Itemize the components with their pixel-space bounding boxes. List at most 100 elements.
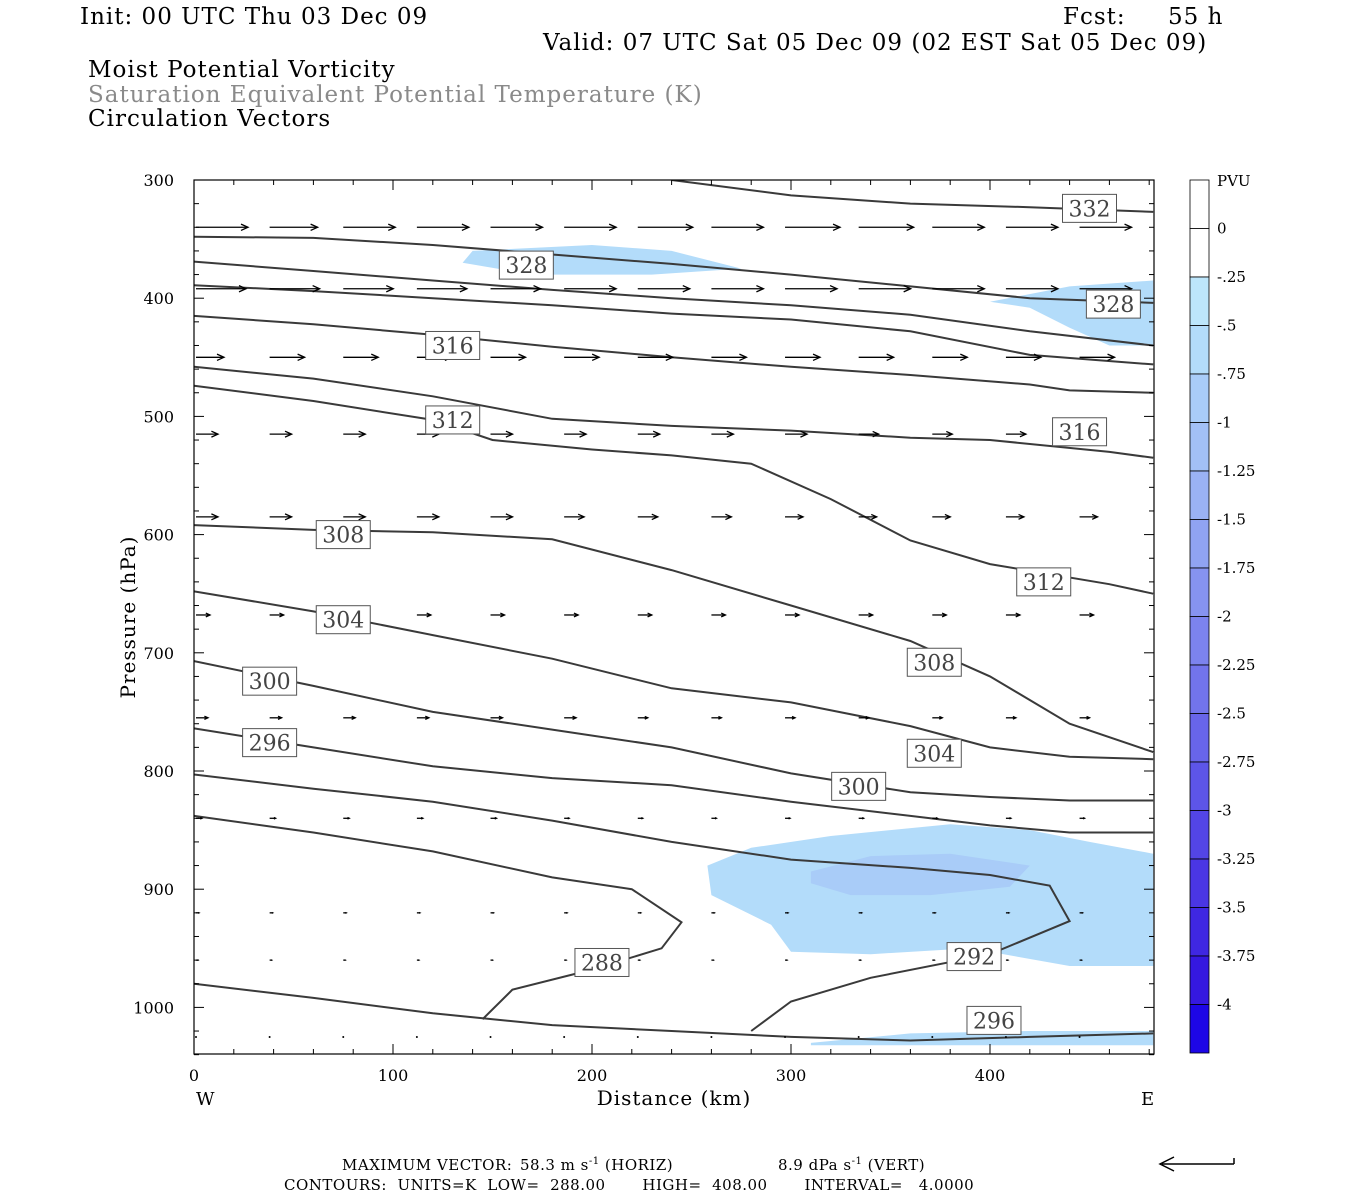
contour-label: 300 [249,670,291,695]
vector-arrowhead [939,715,944,720]
vector-dot [415,1035,418,1038]
contour-label-box [315,605,371,635]
vector-dot [489,1035,492,1038]
y-tick-label: 600 [143,526,174,545]
vector-arrowhead [577,513,586,521]
colorbar-label: -1.5 [1217,511,1246,529]
vector-arrowhead [829,285,839,293]
contour-line [194,590,1154,761]
vector-dot [342,1035,345,1038]
max-vector-horiz: 58.3 m s-1 (HORIZ) [520,1156,674,1174]
vector-arrowhead [726,430,735,438]
vector-arrowhead [638,959,642,961]
contour-label: 316 [432,334,474,359]
contour-label-box [1085,289,1141,319]
colorbar-label: -.75 [1217,365,1246,383]
vector-arrowhead [420,816,425,820]
contour-line [194,727,1154,834]
vector-arrowhead [1018,513,1026,520]
vector-arrowhead [865,715,871,720]
vector-arrowhead [425,715,431,721]
contour-label: 296 [973,1009,1015,1034]
vector-arrowhead [861,817,866,820]
contour-label-box [498,250,554,280]
vector-arrowhead [739,353,748,362]
contour-line [194,365,1154,459]
vector-arrowhead [351,715,357,721]
colorbar-label: -.5 [1217,317,1236,335]
vector-arrowhead [786,911,790,914]
contour-label-box [906,647,962,677]
vector-arrowhead [573,612,580,618]
vector-arrowhead [1050,223,1060,232]
vector-arrowhead [641,817,645,820]
x-tick-label: 300 [776,1066,807,1085]
contour-label-box [242,666,298,696]
vector-arrowhead [565,959,568,961]
contour-label: 328 [505,254,547,279]
vector-arrowhead [240,223,250,232]
vector-arrowhead [1089,612,1096,618]
vector-arrowhead [358,430,367,438]
y-tick-label: 1000 [133,998,174,1017]
vector-arrowhead [216,353,226,362]
contour-line [194,284,1154,366]
vector-arrowhead [1009,817,1013,820]
vector-arrowhead [960,353,969,362]
colorbar-label: -2 [1217,608,1232,626]
contour-line [194,982,1154,1042]
vector-arrowhead [1080,959,1084,961]
vector-arrowhead [567,817,571,820]
vector-arrowhead [312,285,322,293]
contour-label: 304 [913,742,955,767]
vector-arrowhead [718,715,723,720]
vector-arrowhead [271,911,275,914]
vector-arrowhead [903,285,913,293]
contour-line [194,773,1072,1032]
contour-label-box [1062,193,1117,223]
vector-arrowhead [1107,353,1117,362]
vector-arrowhead [498,715,505,721]
contour-label: 312 [1023,571,1065,596]
colorbar-swatch [1189,470,1210,520]
contour-label: 296 [249,732,291,757]
vector-arrowhead [279,612,286,618]
vector-arrowhead [345,911,348,914]
colorbar-label: -1.75 [1217,559,1255,577]
vector-arrowhead [800,430,809,438]
vector-arrowhead [872,430,881,438]
max-vector-label: MAXIMUM VECTOR: [342,1156,513,1174]
contour-info: CONTOURS: UNITS=K LOW= 288.00 HIGH= 408.… [284,1176,975,1194]
vector-dot [1004,1035,1007,1038]
vector-arrowhead [284,430,294,438]
contour-label: 328 [1092,293,1134,318]
vector-arrowhead [273,816,278,820]
vector-arrowhead [977,285,986,293]
contour-label-box [906,738,962,768]
vector-arrowhead [370,353,380,362]
east-label: E [1141,1089,1154,1110]
vector-dot [931,1035,934,1038]
vector-arrowhead [1086,715,1092,720]
vector-arrowhead [387,223,397,232]
reference-vector-icon [1158,1156,1235,1172]
vector-arrowhead [565,911,569,914]
colorbar-swatch [1189,179,1210,229]
vector-arrowhead [358,513,367,521]
vector-arrowhead [906,223,916,232]
vector-arrowhead [651,513,660,521]
max-vector-vert: 8.9 dPa s-1 (VERT) [778,1156,926,1174]
init-time: Init: 00 UTC Thu 03 Dec 09 [80,4,429,30]
vector-arrowhead [505,513,515,521]
vector-arrowhead [832,223,842,232]
vector-dot [710,1035,713,1038]
vector-arrowhead [935,817,939,820]
field-title-thetae: Saturation Equivalent Potential Temperat… [88,82,703,108]
colorbar-label: 0 [1217,220,1227,238]
colorbar-label: -.25 [1217,268,1246,286]
colorbar-label: -3 [1217,802,1232,820]
colorbar-swatch [1189,616,1210,666]
colorbar-swatch [1189,325,1210,375]
vector-arrowhead [720,612,727,618]
